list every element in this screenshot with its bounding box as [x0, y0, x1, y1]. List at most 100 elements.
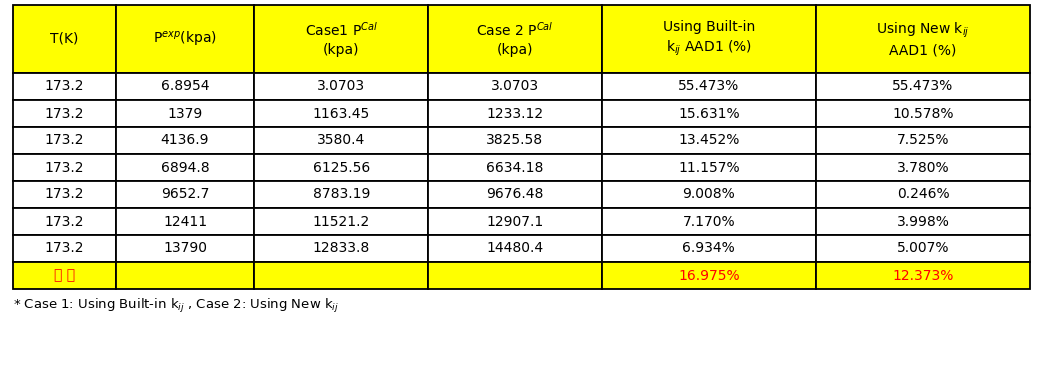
Bar: [602, 208, 816, 235]
Text: 173.2: 173.2: [45, 187, 84, 201]
Bar: [816, 235, 1030, 262]
Bar: [116, 154, 254, 181]
Bar: [13, 100, 116, 127]
Text: 4136.9: 4136.9: [161, 133, 210, 147]
Text: 13790: 13790: [163, 242, 208, 255]
Bar: [116, 181, 254, 208]
Text: 3825.58: 3825.58: [486, 133, 543, 147]
Text: 11.157%: 11.157%: [678, 160, 739, 174]
Text: 6.8954: 6.8954: [161, 79, 210, 93]
Text: 7.170%: 7.170%: [682, 214, 735, 228]
Text: 173.2: 173.2: [45, 133, 84, 147]
Bar: [254, 262, 428, 289]
Bar: [116, 5, 254, 73]
Bar: [254, 208, 428, 235]
Text: 3.0703: 3.0703: [317, 79, 365, 93]
Text: 3.0703: 3.0703: [491, 79, 539, 93]
Bar: [602, 235, 816, 262]
Bar: [816, 262, 1030, 289]
Bar: [13, 127, 116, 154]
Bar: [428, 208, 602, 235]
Text: 10.578%: 10.578%: [892, 106, 953, 120]
Text: 12.373%: 12.373%: [892, 269, 953, 282]
Text: 8783.19: 8783.19: [313, 187, 370, 201]
Bar: [602, 181, 816, 208]
Bar: [13, 208, 116, 235]
Text: 55.473%: 55.473%: [678, 79, 739, 93]
Bar: [428, 100, 602, 127]
Text: 3.780%: 3.780%: [897, 160, 949, 174]
Text: Using Built-in
k$_{ij}$ AAD1 (%): Using Built-in k$_{ij}$ AAD1 (%): [662, 20, 755, 58]
Text: 9652.7: 9652.7: [161, 187, 210, 201]
Bar: [816, 127, 1030, 154]
Bar: [13, 154, 116, 181]
Text: Case1 P$^{Cal}$
(kpa): Case1 P$^{Cal}$ (kpa): [305, 21, 378, 57]
Text: 173.2: 173.2: [45, 106, 84, 120]
Bar: [428, 154, 602, 181]
Bar: [116, 100, 254, 127]
Bar: [116, 262, 254, 289]
Bar: [428, 127, 602, 154]
Text: 1233.12: 1233.12: [486, 106, 543, 120]
Bar: [816, 73, 1030, 100]
Text: 0.246%: 0.246%: [897, 187, 949, 201]
Bar: [13, 73, 116, 100]
Text: 12907.1: 12907.1: [486, 214, 543, 228]
Text: 9.008%: 9.008%: [682, 187, 735, 201]
Text: 16.975%: 16.975%: [678, 269, 739, 282]
Text: 55.473%: 55.473%: [893, 79, 953, 93]
Text: P$^{exp}$(kpa): P$^{exp}$(kpa): [153, 30, 217, 49]
Bar: [254, 127, 428, 154]
Text: 12833.8: 12833.8: [313, 242, 370, 255]
Bar: [254, 100, 428, 127]
Text: 14480.4: 14480.4: [486, 242, 543, 255]
Text: 1379: 1379: [168, 106, 202, 120]
Bar: [254, 181, 428, 208]
Bar: [13, 181, 116, 208]
Bar: [428, 73, 602, 100]
Bar: [116, 73, 254, 100]
Text: 173.2: 173.2: [45, 160, 84, 174]
Bar: [254, 73, 428, 100]
Text: 13.452%: 13.452%: [678, 133, 739, 147]
Bar: [602, 5, 816, 73]
Text: 7.525%: 7.525%: [897, 133, 949, 147]
Text: Case 2 P$^{Cal}$
(kpa): Case 2 P$^{Cal}$ (kpa): [477, 21, 554, 57]
Text: T(K): T(K): [50, 32, 78, 46]
Text: 173.2: 173.2: [45, 214, 84, 228]
Bar: [13, 235, 116, 262]
Text: 6125.56: 6125.56: [313, 160, 370, 174]
Bar: [816, 154, 1030, 181]
Text: 173.2: 173.2: [45, 242, 84, 255]
Bar: [116, 127, 254, 154]
Bar: [816, 100, 1030, 127]
Bar: [428, 5, 602, 73]
Text: 3580.4: 3580.4: [317, 133, 365, 147]
Bar: [428, 181, 602, 208]
Bar: [816, 208, 1030, 235]
Bar: [116, 235, 254, 262]
Text: 1163.45: 1163.45: [313, 106, 370, 120]
Text: 6894.8: 6894.8: [161, 160, 210, 174]
Bar: [254, 154, 428, 181]
Bar: [816, 5, 1030, 73]
Bar: [816, 181, 1030, 208]
Text: 5.007%: 5.007%: [897, 242, 949, 255]
Text: 6.934%: 6.934%: [682, 242, 735, 255]
Bar: [602, 262, 816, 289]
Text: 15.631%: 15.631%: [678, 106, 739, 120]
Bar: [116, 208, 254, 235]
Bar: [13, 5, 116, 73]
Bar: [602, 100, 816, 127]
Text: * Case 1: Using Built-in k$_{ij}$ , Case 2: Using New k$_{ij}$: * Case 1: Using Built-in k$_{ij}$ , Case…: [13, 297, 339, 315]
Text: 6634.18: 6634.18: [486, 160, 543, 174]
Bar: [254, 235, 428, 262]
Text: 173.2: 173.2: [45, 79, 84, 93]
Bar: [602, 127, 816, 154]
Text: 12411: 12411: [163, 214, 208, 228]
Bar: [254, 5, 428, 73]
Text: 평 균: 평 균: [54, 269, 75, 282]
Bar: [428, 262, 602, 289]
Bar: [602, 154, 816, 181]
Text: 11521.2: 11521.2: [313, 214, 370, 228]
